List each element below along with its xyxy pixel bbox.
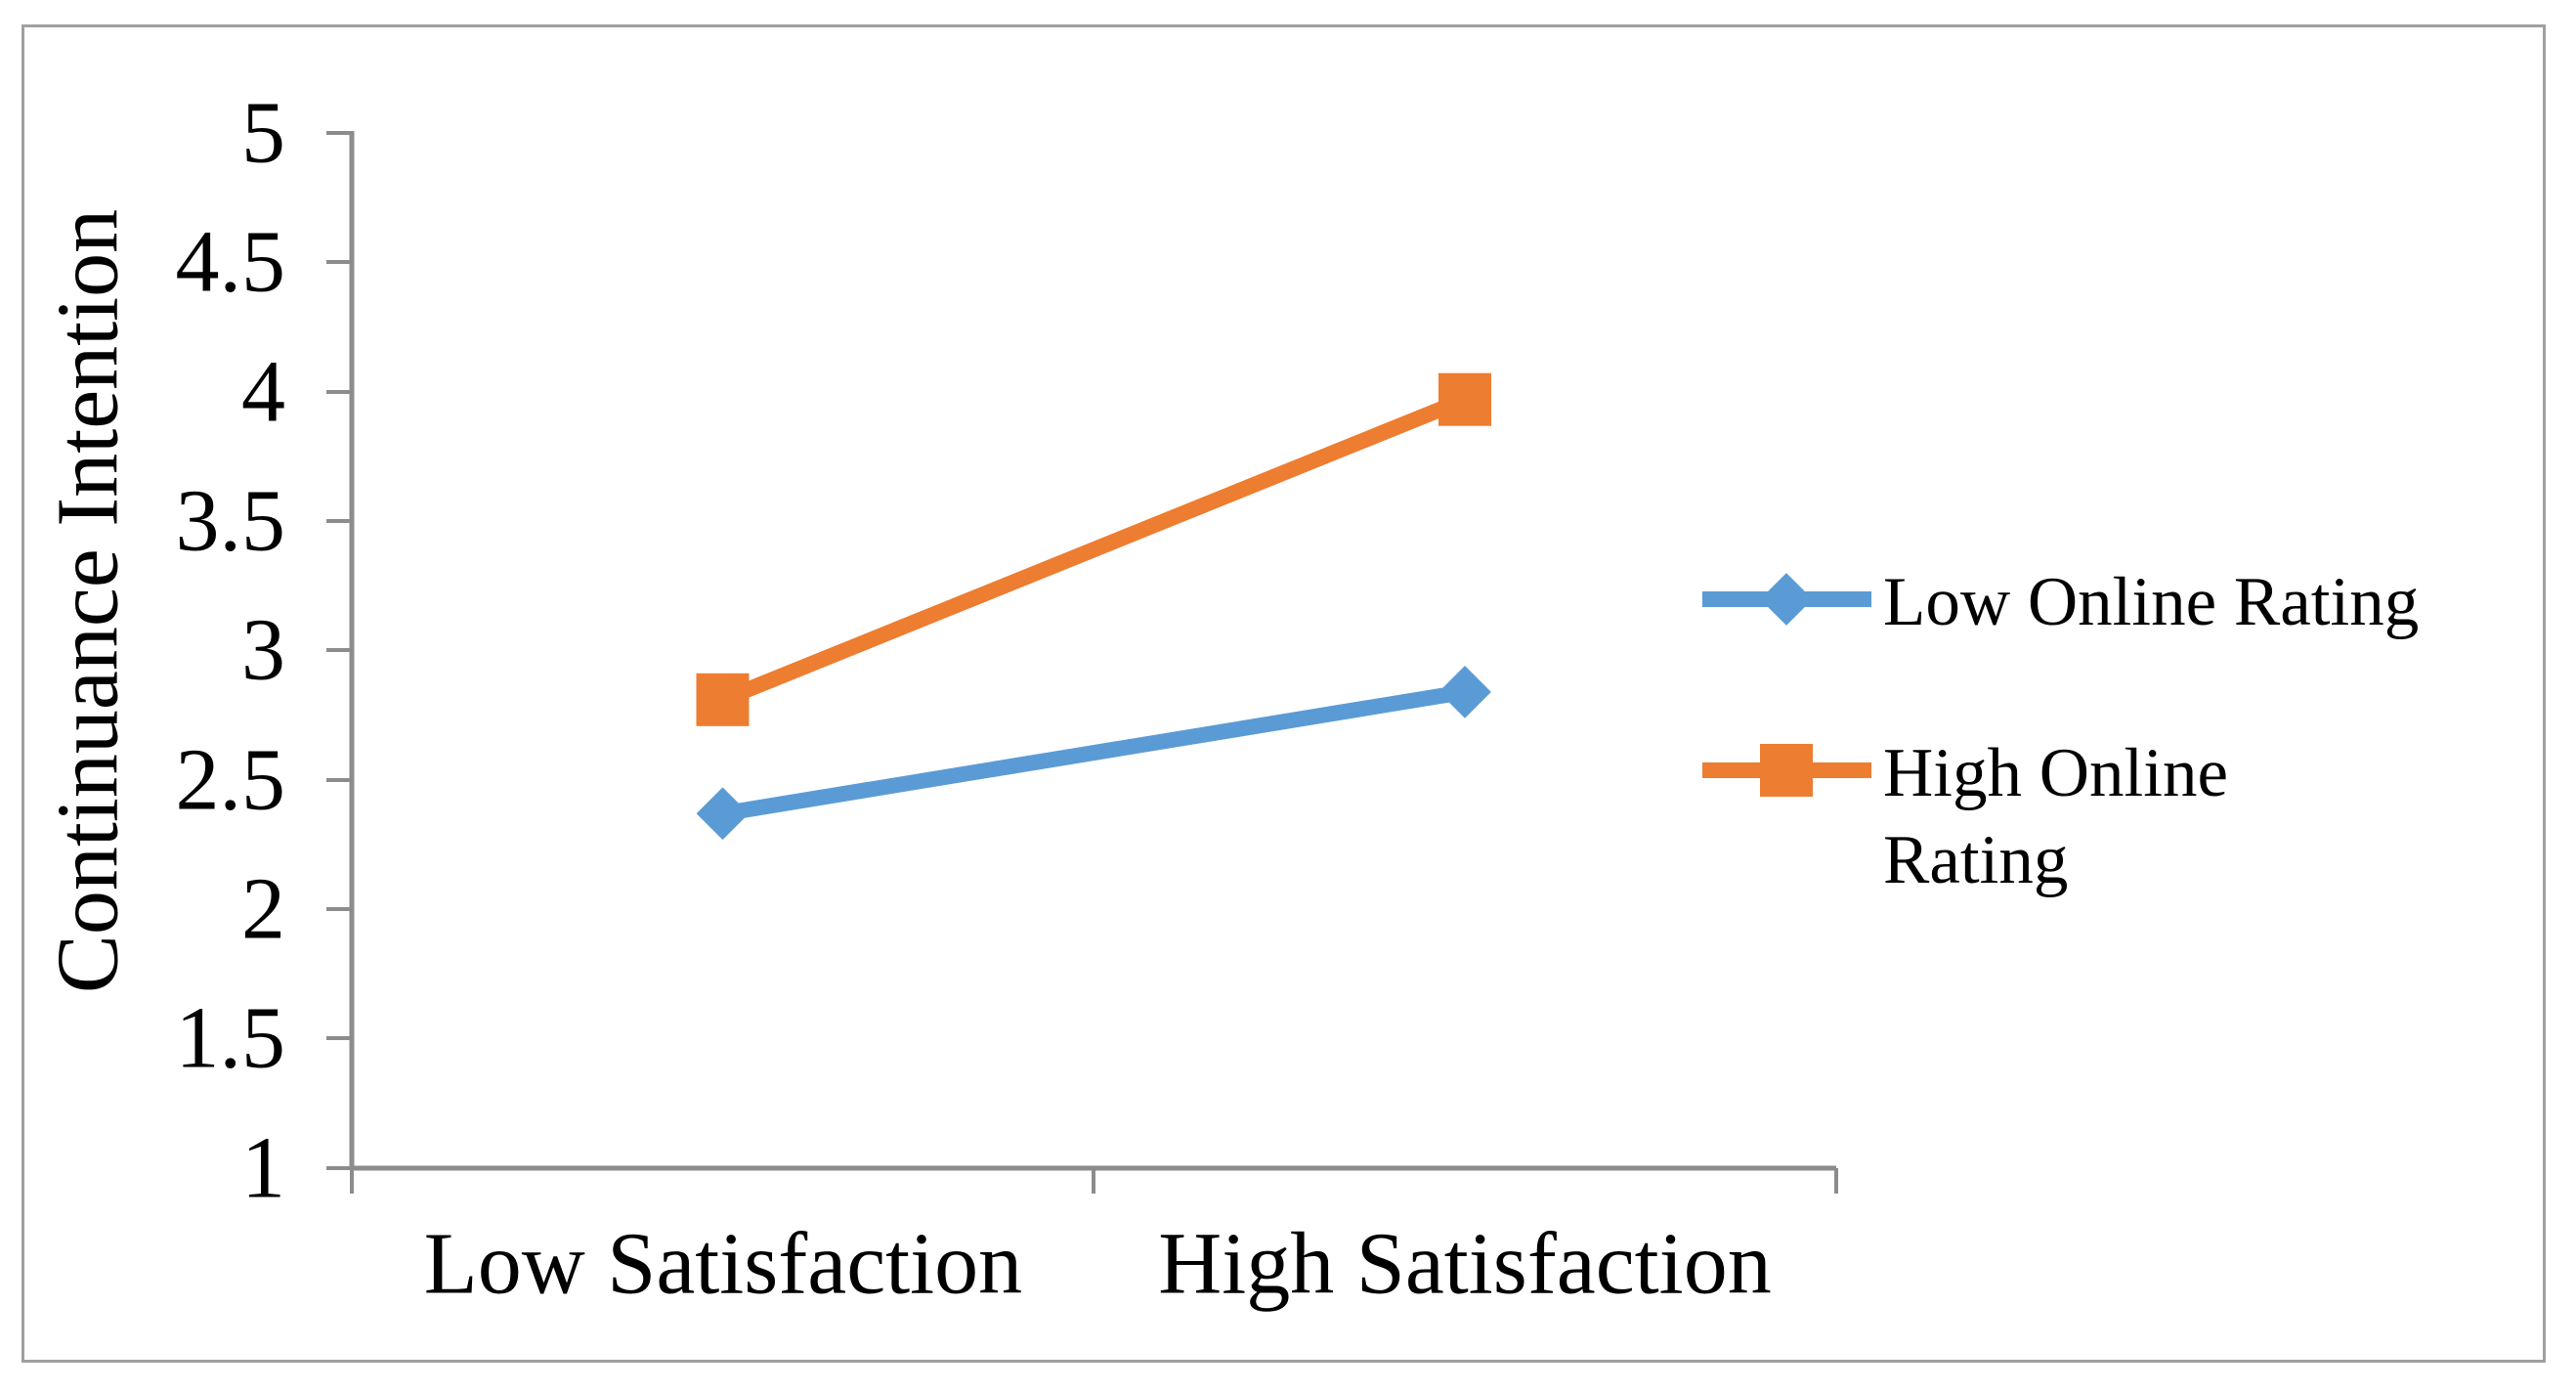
y-tick-label: 4.5 [176,214,286,311]
legend-label-high-online-rating-line2: Rating [1883,822,2068,898]
y-tick-label: 1 [241,1120,285,1217]
legend-marker-diamond-icon [1760,573,1813,626]
legend-label-high-online-rating-line1: High Online [1883,735,2228,811]
series-line-low-online-rating [721,683,1467,822]
legend-label-low-online-rating: Low Online Rating [1883,564,2419,640]
x-category-label-low-satisfaction: Low Satisfaction [424,1216,1022,1313]
marker-square-high-online-rating-high-satisfaction [1438,372,1491,426]
axes [326,131,1838,1194]
y-tick-label: 2.5 [176,732,286,829]
y-tick-label: 5 [241,85,285,182]
y-axis-title: Continuance Intention [40,209,137,993]
x-category-label-high-satisfaction: High Satisfaction [1158,1216,1771,1313]
figure-border [21,24,2546,1363]
y-tick-label: 4 [241,344,285,441]
y-tick-label: 1.5 [176,990,286,1087]
marker-diamond-low-online-rating-low-satisfaction [696,787,750,841]
series-layer [696,372,1491,841]
legend-marker-square-icon [1760,744,1813,797]
y-tick-label: 3.5 [176,473,286,570]
marker-square-high-online-rating-low-satisfaction [696,673,750,726]
y-tick-label: 2 [241,861,285,958]
marker-diamond-low-online-rating-high-satisfaction [1438,665,1491,718]
legend: Low Online Rating High Online Rating [1702,564,2419,898]
y-tick-label: 3 [241,602,285,699]
series-line-high-online-rating [719,392,1468,708]
